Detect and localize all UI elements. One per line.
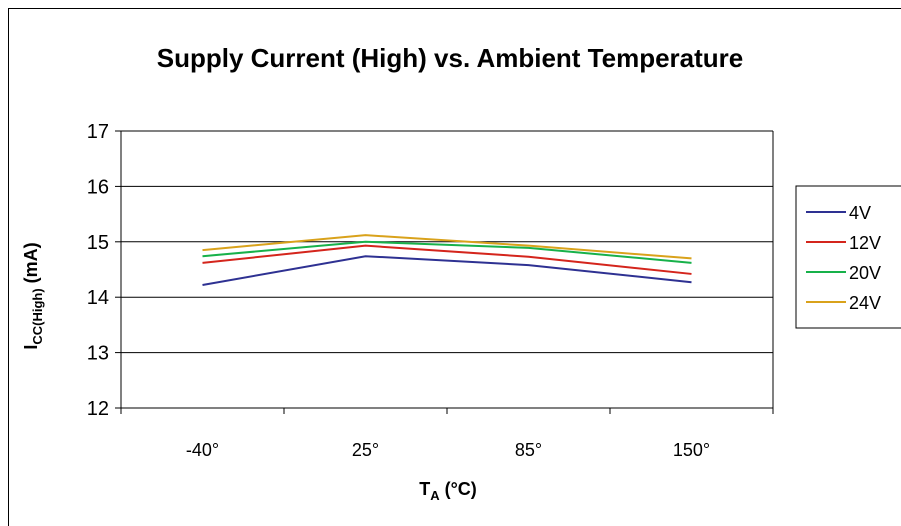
y-tick-label: 13 (87, 343, 109, 365)
chart-title: Supply Current (High) vs. Ambient Temper… (157, 43, 744, 73)
plot-area (120, 131, 774, 408)
y-axis: 12 13 14 15 16 17 (87, 121, 121, 420)
legend-label: 20V (849, 263, 881, 283)
legend-label: 24V (849, 293, 881, 313)
gridlines (121, 130, 773, 409)
y-tick-label: 14 (87, 287, 109, 309)
y-axis-label: ICC(High) (mA) (21, 242, 45, 349)
legend: 4V 12V 20V 24V (795, 185, 901, 329)
legend-box (795, 185, 901, 329)
series-line-20v (202, 240, 692, 264)
x-tick-label: 85° (515, 440, 542, 460)
x-tick-label: 150° (673, 440, 710, 460)
series-line-12v (202, 244, 692, 275)
legend-label: 12V (849, 233, 881, 253)
series-line-4v (202, 255, 692, 286)
y-tick-label: 17 (87, 121, 109, 143)
y-tick-label: 15 (87, 232, 109, 254)
series-line-24v (202, 234, 692, 260)
legend-label: 4V (849, 203, 871, 223)
x-axis-label: TA (°C) (419, 479, 477, 503)
x-tick-label: -40° (186, 440, 219, 460)
y-tick-label: 16 (87, 176, 109, 198)
y-tick-label: 12 (87, 398, 109, 420)
x-tick-label: 25° (352, 440, 379, 460)
chart-frame (8, 8, 901, 526)
series-lines (202, 234, 692, 286)
x-axis: -40° 25° 85° 150° (120, 408, 774, 460)
